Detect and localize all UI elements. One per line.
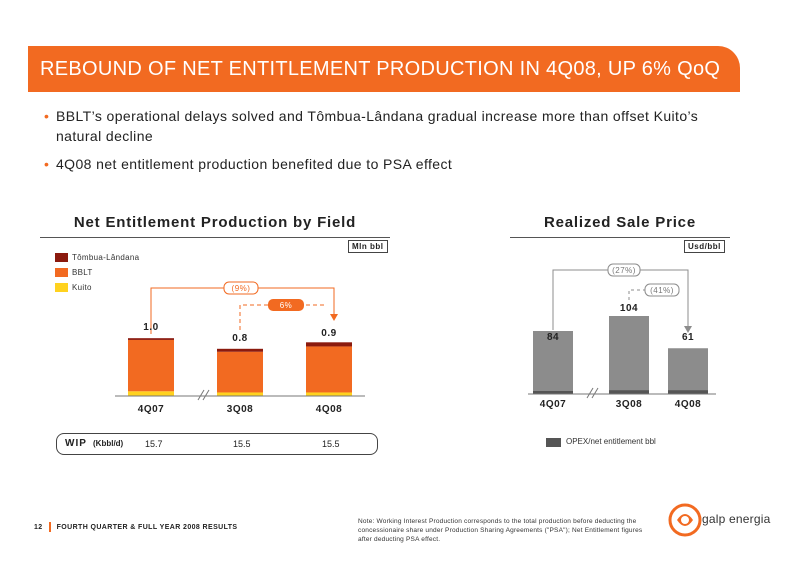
- wip-value: 15.7: [145, 439, 163, 449]
- price-bar: [533, 331, 573, 394]
- price-unit-label: Usd/bbl: [684, 240, 725, 253]
- axis-break: [202, 389, 210, 401]
- production-unit-label: Mln bbl: [348, 240, 388, 253]
- qoq-pct: (41%): [650, 286, 674, 295]
- axis-break: [586, 387, 594, 399]
- footer-section: 12 FOURTH QUARTER & FULL YEAR 2008 RESULT…: [34, 522, 238, 532]
- price-value-label: 84: [546, 332, 560, 343]
- price-bar: [668, 348, 708, 394]
- price-decline-pct: (27%): [612, 266, 636, 275]
- x-tick-label: 4Q07: [539, 399, 567, 410]
- opex-bar-segment: [609, 390, 649, 394]
- footer-separator: [48, 522, 51, 532]
- bar-segment-tombua: [128, 338, 174, 340]
- legend-kuito: Kuito: [55, 283, 92, 293]
- opex-legend-label: OPEX/net entitlement bbl: [566, 437, 656, 446]
- qoq-badge: [644, 283, 680, 297]
- decline-badge: [223, 281, 259, 295]
- production-chart-title: Net Entitlement Production by Field: [73, 214, 357, 231]
- legend-tombua: Tômbua-Lândana: [55, 253, 140, 263]
- bullet-list: BBLT’s operational delays solved and Tôm…: [44, 106, 744, 182]
- x-tick-label: 4Q07: [137, 404, 165, 415]
- logo-text: galp energia: [702, 512, 771, 526]
- bar-total-label: 0.8: [232, 333, 248, 344]
- galp-logo-icon: [668, 503, 702, 537]
- wip-row: WIP (Kbbl/d) 15.7 15.5 15.5: [56, 433, 378, 455]
- bar-segment-tombua: [217, 348, 263, 352]
- bullet-item: BBLT’s operational delays solved and Tôm…: [44, 106, 744, 146]
- price-decline-badge: [607, 263, 641, 277]
- x-tick-label: 4Q08: [674, 399, 702, 410]
- growth-pct: 6%: [279, 301, 293, 310]
- growth-badge: [268, 299, 304, 311]
- galp-logo: galp energia: [668, 500, 788, 540]
- price-value-label: 104: [619, 303, 639, 314]
- price-chart-title: Realized Sale Price: [544, 214, 696, 231]
- legend-bblt: BBLT: [55, 268, 93, 278]
- x-tick-label: 3Q08: [615, 399, 643, 410]
- price-chart-divider: [510, 237, 730, 238]
- growth-connector: [239, 304, 325, 330]
- price-value-label: 61: [681, 332, 695, 343]
- legend-label-kuito: Kuito: [72, 283, 92, 292]
- bar-segment-bblt: [128, 339, 174, 392]
- bar-total-label: 0.9: [321, 328, 337, 339]
- legend-swatch-tombua: [55, 253, 68, 263]
- production-chart-divider: [40, 237, 390, 238]
- decline-pct: (9%): [231, 284, 251, 293]
- title-bar: REBOUND OF NET ENTITLEMENT PRODUCTION IN…: [28, 46, 740, 92]
- bar-segment-kuito: [306, 392, 352, 396]
- price-decline-arrow: [684, 326, 692, 333]
- bullet-item: 4Q08 net entitlement production benefite…: [44, 154, 744, 174]
- wip-value: 15.5: [233, 439, 251, 449]
- price-bar: [609, 316, 649, 394]
- axis-break: [197, 389, 205, 401]
- page-title: REBOUND OF NET ENTITLEMENT PRODUCTION IN…: [40, 58, 721, 80]
- bar-segment-tombua: [306, 342, 352, 347]
- footer-note: Note: Working Interest Production corres…: [358, 518, 643, 543]
- opex-bar-segment: [668, 390, 708, 394]
- legend-swatch-kuito: [55, 283, 68, 293]
- axis-break: [591, 387, 599, 399]
- bar-segment-bblt: [306, 346, 352, 393]
- wip-unit: (Kbbl/d): [93, 439, 124, 448]
- wip-label: WIP: [65, 438, 87, 449]
- bar-segment-kuito: [128, 391, 174, 396]
- bar-total-label: 1.0: [143, 322, 159, 333]
- decline-arrow: [330, 314, 338, 321]
- legend-label-bblt: BBLT: [72, 268, 93, 277]
- wip-value: 15.5: [322, 439, 340, 449]
- x-tick-label: 3Q08: [226, 404, 254, 415]
- opex-bar-segment: [533, 391, 573, 394]
- bar-segment-kuito: [217, 392, 263, 396]
- x-tick-label: 4Q08: [315, 404, 343, 415]
- bar-segment-bblt: [217, 351, 263, 393]
- page-number: 12: [34, 523, 43, 531]
- legend-label-tombua: Tômbua-Lândana: [72, 253, 140, 262]
- legend-swatch-opex: [546, 438, 561, 447]
- legend-swatch-bblt: [55, 268, 68, 278]
- footer-title: FOURTH QUARTER & FULL YEAR 2008 RESULTS: [56, 523, 238, 531]
